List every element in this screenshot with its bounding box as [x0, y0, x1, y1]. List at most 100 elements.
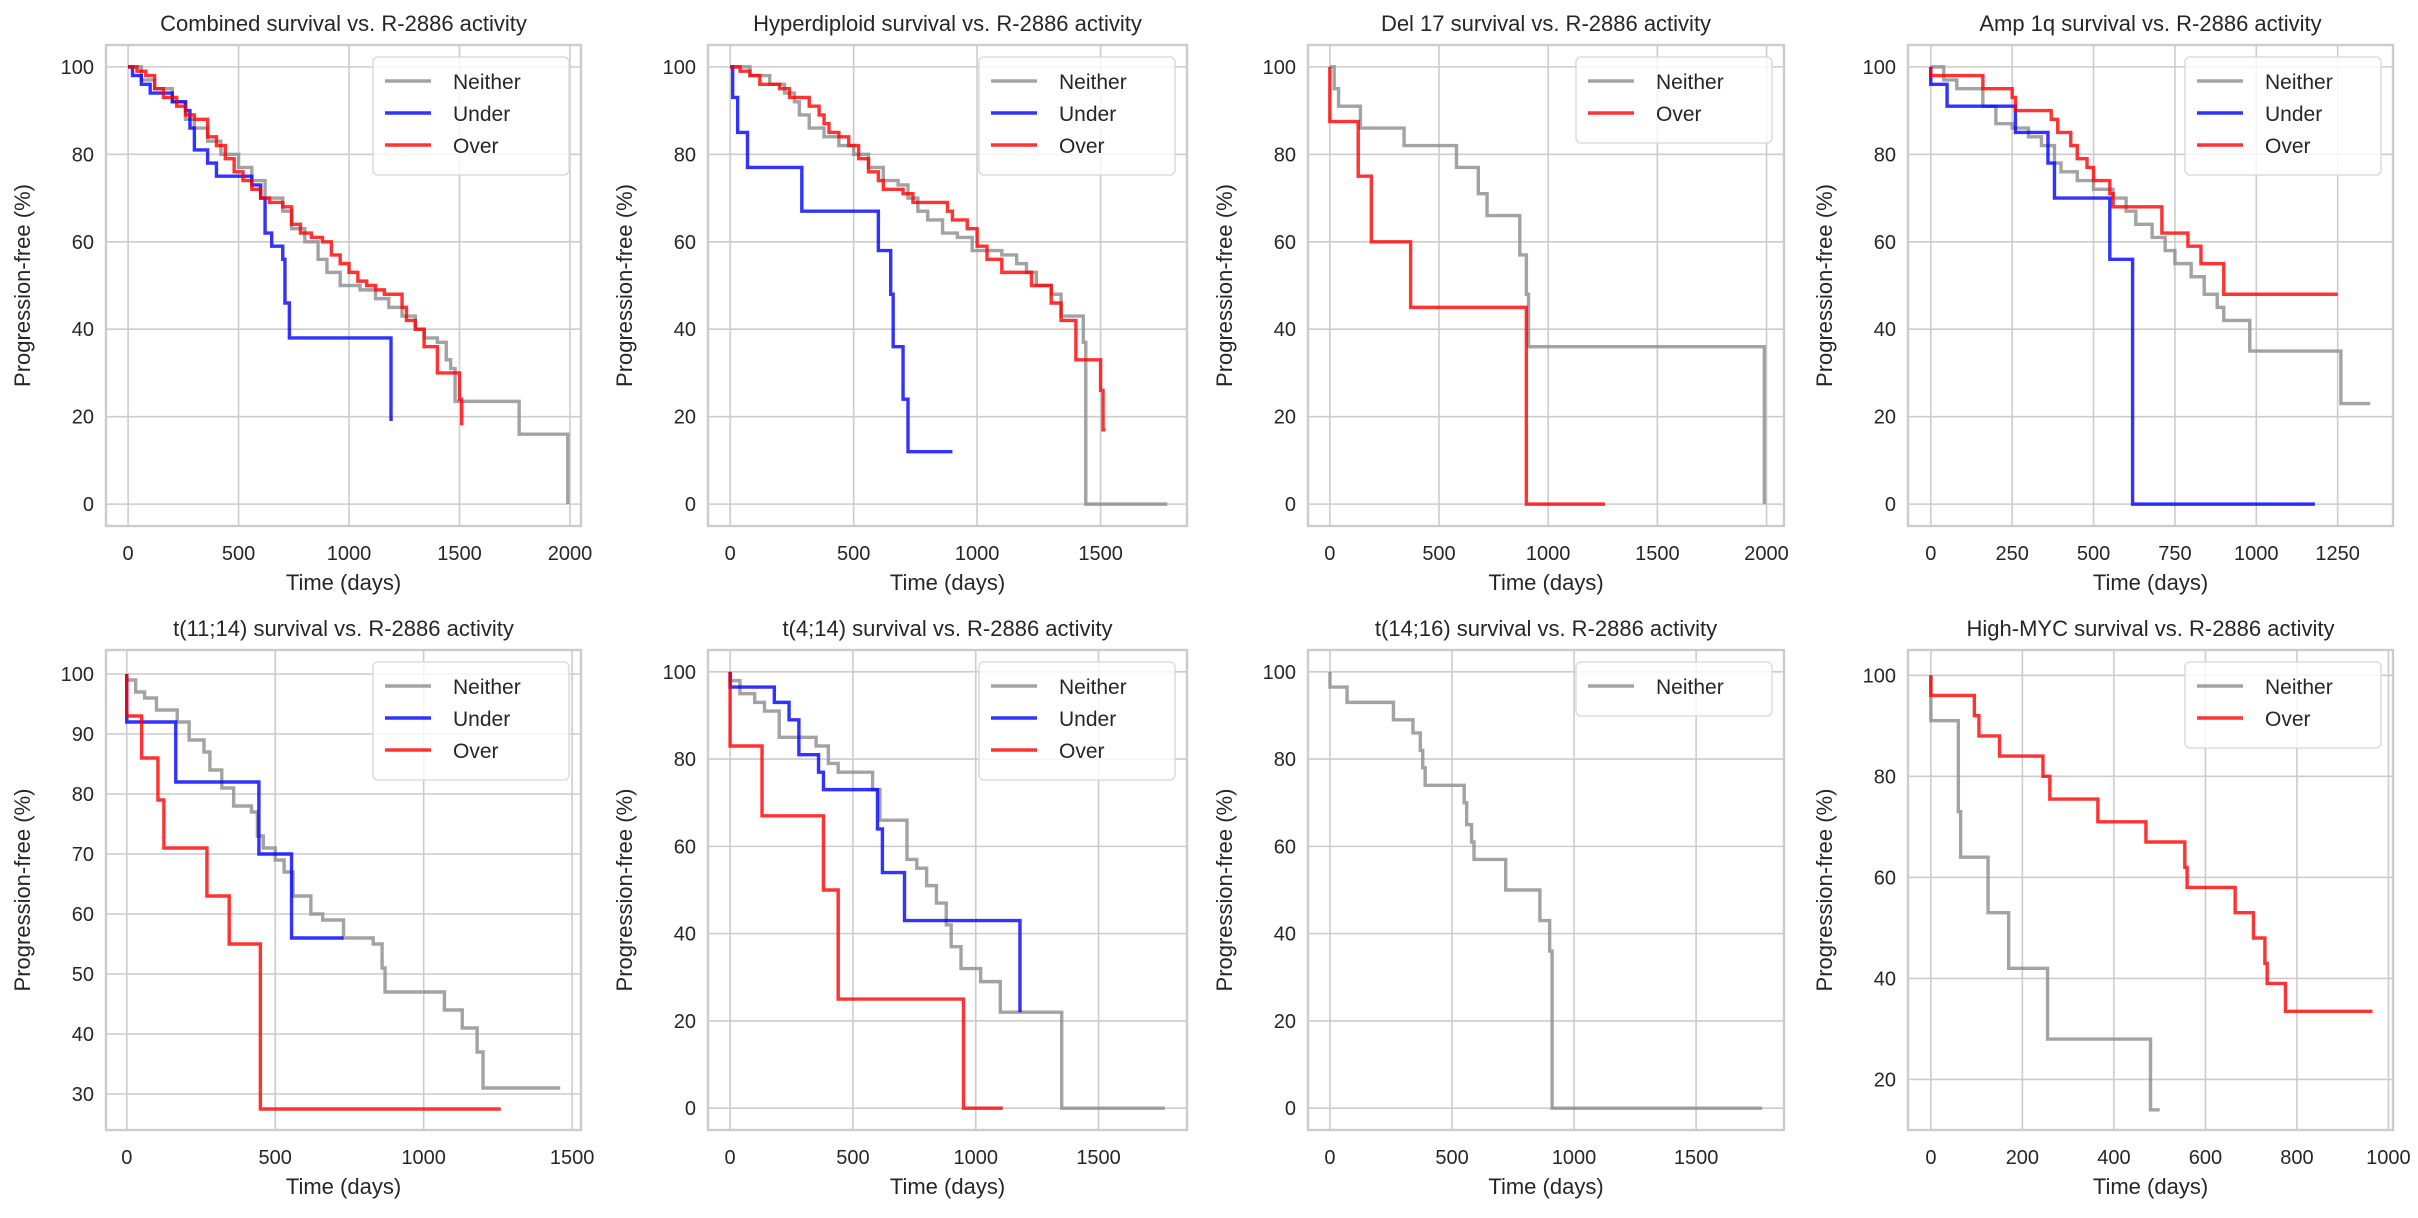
x-axis-label: Time (days): [890, 570, 1005, 595]
legend: Neither Over: [1575, 56, 1773, 144]
km-curve-over: [730, 65, 1106, 432]
x-tick-label: 1500: [550, 1147, 595, 1169]
legend-label: Neither: [453, 71, 521, 94]
y-tick-label: 40: [674, 319, 696, 341]
y-tick-label: 40: [1874, 319, 1896, 341]
x-tick-label: 1500: [1078, 543, 1123, 565]
x-tick-label: 2000: [1744, 543, 1789, 565]
y-tick-label: 60: [1874, 232, 1896, 254]
y-axis-label: Progression-free (%): [1812, 184, 1837, 387]
y-axis-label: Progression-free (%): [612, 184, 637, 387]
x-tick-label: 500: [2077, 543, 2110, 565]
legend-label: Under: [453, 103, 510, 126]
x-axis-label: Time (days): [890, 1174, 1005, 1199]
subplot-title: High-MYC survival vs. R-2886 activity: [1967, 616, 2335, 641]
y-tick-label: 0: [685, 494, 696, 516]
y-tick-label: 40: [674, 924, 696, 946]
legend-label: Neither: [1059, 676, 1127, 699]
x-tick-label: 0: [725, 543, 736, 565]
y-tick-label: 60: [674, 836, 696, 858]
y-tick-label: 0: [1885, 494, 1896, 516]
y-tick-label: 80: [1274, 144, 1296, 166]
legend-label: Over: [453, 740, 499, 763]
x-axis-label: Time (days): [286, 1174, 401, 1199]
y-tick-label: 40: [1274, 924, 1296, 946]
x-tick-label: 600: [2189, 1147, 2222, 1169]
y-tick-label: 60: [1274, 836, 1296, 858]
x-tick-label: 2000: [548, 543, 593, 565]
y-tick-label: 20: [72, 407, 94, 429]
axes-frame: [1306, 43, 1786, 528]
y-axis-label: Progression-free (%): [1212, 789, 1237, 992]
km-curve-neither: [1328, 671, 1763, 1110]
x-tick-label: 750: [2158, 543, 2191, 565]
subplot-title: Amp 1q survival vs. R-2886 activity: [1979, 11, 2321, 36]
subplot-title: t(4;14) survival vs. R-2886 activity: [782, 616, 1112, 641]
legend: Neither Under Over: [372, 56, 570, 176]
legend: Neither Over: [2184, 661, 2382, 749]
subplot-5: 0 500 1000 1500 30 40 50 60 70 80 90 100 t(11;14) su…: [10, 616, 594, 1199]
y-tick-label: 100: [1263, 57, 1296, 79]
y-tick-label: 60: [674, 232, 696, 254]
y-tick-label: 20: [1874, 1069, 1896, 1091]
axes-frame: [706, 648, 1189, 1132]
legend-box: [1575, 661, 1773, 717]
km-curve-over: [125, 674, 501, 1111]
legend-box: [2184, 661, 2382, 749]
x-tick-label: 0: [1925, 1147, 1936, 1169]
legend-label: Neither: [1059, 71, 1127, 94]
y-tick-label: 100: [663, 57, 696, 79]
y-tick-label: 0: [685, 1098, 696, 1120]
y-tick-label: 70: [72, 844, 94, 866]
y-tick-label: 80: [1274, 749, 1296, 771]
y-tick-label: 80: [674, 749, 696, 771]
y-tick-label: 80: [674, 144, 696, 166]
x-tick-label: 500: [1435, 1147, 1468, 1169]
km-curve-over: [728, 671, 1003, 1110]
x-tick-label: 0: [121, 1147, 132, 1169]
y-tick-label: 100: [61, 57, 94, 79]
subplot-4: 0 250 500 750 1000 1250 0 20 40 60 80 100 Amp 1q sur…: [1812, 11, 2395, 595]
km-curve-under: [728, 671, 1022, 1013]
x-tick-label: 500: [1422, 543, 1455, 565]
legend: Neither Under Over: [2184, 56, 2382, 176]
x-tick-label: 1000: [2234, 543, 2279, 565]
y-tick-label: 60: [72, 232, 94, 254]
subplot-3: 0 500 1000 1500 2000 0 20 40 60 80 100 Del 17 survi…: [1212, 11, 1789, 595]
x-axis-label: Time (days): [286, 570, 401, 595]
y-tick-label: 0: [83, 494, 94, 516]
legend: Neither Under Over: [978, 661, 1176, 781]
km-curve-over: [1929, 675, 2373, 1013]
subplot-title: Del 17 survival vs. R-2886 activity: [1381, 11, 1711, 36]
y-tick-label: 30: [72, 1084, 94, 1106]
y-tick-label: 100: [1863, 665, 1896, 687]
y-tick-label: 40: [1274, 319, 1296, 341]
y-tick-label: 50: [72, 964, 94, 986]
legend-label: Neither: [1656, 71, 1724, 94]
x-axis-label: Time (days): [2093, 1174, 2208, 1199]
subplot-title: t(11;14) survival vs. R-2886 activity: [173, 616, 514, 641]
y-tick-label: 40: [1874, 968, 1896, 990]
km-curve-neither: [125, 674, 561, 1090]
x-tick-label: 1000: [1552, 1147, 1597, 1169]
x-tick-label: 0: [1324, 1147, 1335, 1169]
axes-frame: [104, 43, 583, 528]
y-tick-label: 80: [1874, 144, 1896, 166]
y-tick-label: 20: [1874, 407, 1896, 429]
legend-label: Over: [453, 135, 499, 158]
legend-label: Over: [2265, 708, 2311, 731]
legend-label: Over: [2265, 135, 2311, 158]
axes-frame: [706, 43, 1189, 528]
y-axis-label: Progression-free (%): [1812, 789, 1837, 992]
legend-label: Neither: [1656, 676, 1724, 699]
legend: Neither: [1575, 661, 1773, 717]
y-axis-label: Progression-free (%): [10, 184, 35, 387]
x-tick-label: 1000: [2366, 1147, 2411, 1169]
y-tick-label: 100: [663, 662, 696, 684]
x-axis-label: Time (days): [2093, 570, 2208, 595]
km-curve-over: [1929, 66, 2338, 296]
km-curve-over: [1328, 66, 1605, 506]
km-curve-neither: [728, 671, 1165, 1110]
x-tick-label: 500: [259, 1147, 292, 1169]
